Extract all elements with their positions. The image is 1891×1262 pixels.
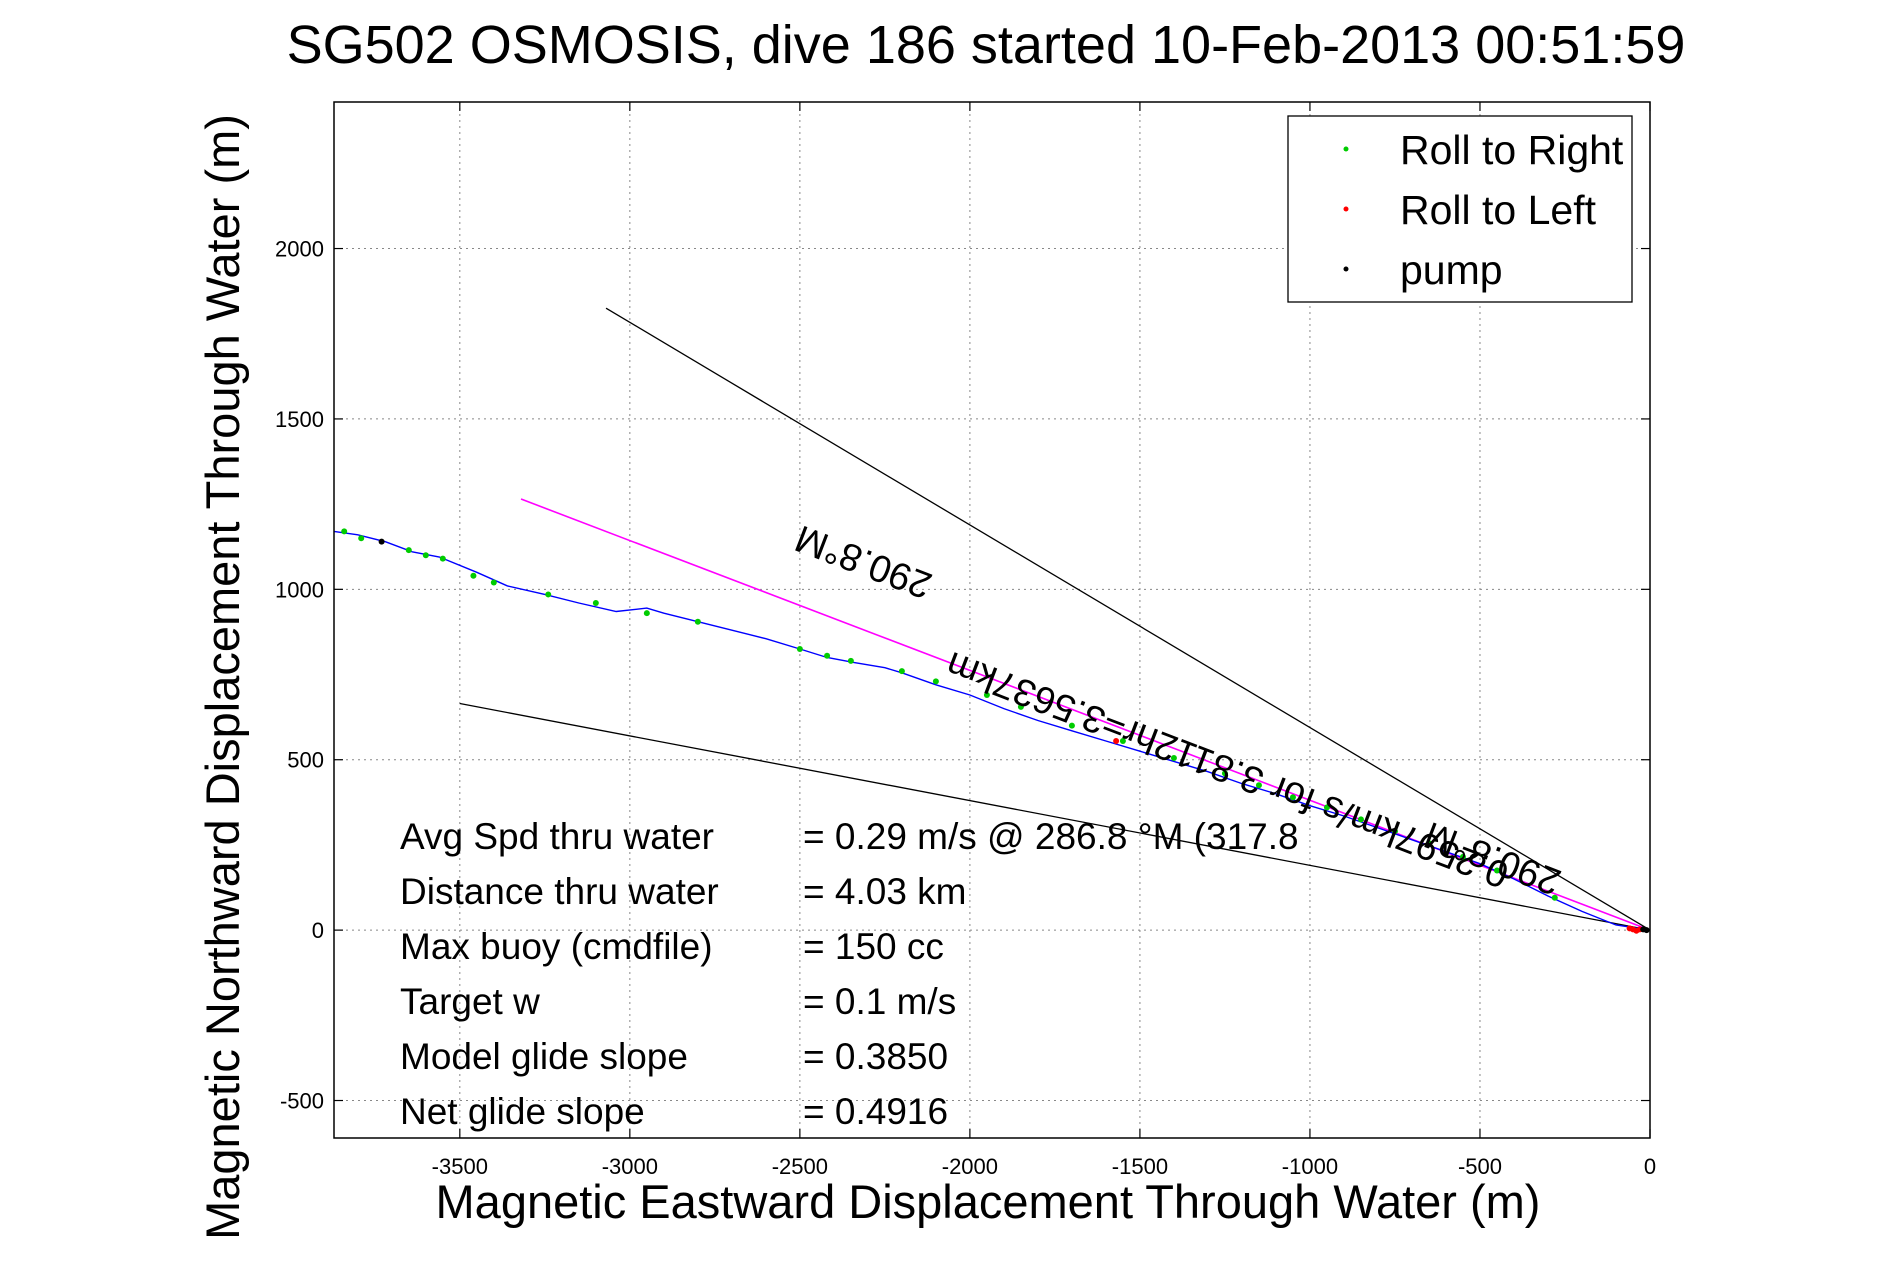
roll-right-point xyxy=(1551,894,1558,901)
track-layer xyxy=(333,530,1651,931)
legend-marker xyxy=(1343,146,1349,152)
x-tick-label: -1500 xyxy=(1112,1154,1168,1179)
y-tick-label: 2000 xyxy=(275,237,324,262)
roll-right-point xyxy=(1289,794,1296,801)
roll-right-point xyxy=(470,572,477,579)
x-tick-label: -500 xyxy=(1458,1154,1502,1179)
x-axis-label: Magnetic Eastward Displacement Through W… xyxy=(436,1175,1541,1228)
roll-right-point xyxy=(898,668,905,675)
annotation-label: Model glide slope xyxy=(400,1036,688,1077)
roll-right-point xyxy=(932,678,939,685)
annotation-label: Avg Spd thru water xyxy=(400,816,714,857)
y-axis-label: Magnetic Northward Displacement Through … xyxy=(196,114,249,1240)
roll-right-point xyxy=(1323,804,1330,811)
legend: Roll to Right Roll to Left pump xyxy=(1287,115,1633,303)
x-tick-label: -3000 xyxy=(602,1154,658,1179)
pump-point xyxy=(378,538,385,545)
roll-right-point xyxy=(405,547,412,554)
annotation-value: = 150 cc xyxy=(803,926,944,967)
y-tick-label: 1000 xyxy=(275,577,324,602)
roll-right-point xyxy=(439,555,446,562)
annotation-value: = 0.3850 xyxy=(803,1036,948,1077)
plot-frame xyxy=(333,101,1651,1139)
annotation-value: = 0.4916 xyxy=(803,1091,948,1132)
roll-right-point xyxy=(1425,840,1432,847)
y-tick-label: -500 xyxy=(280,1089,324,1114)
annotation-label: Target w xyxy=(400,981,540,1022)
roll-right-point xyxy=(1017,703,1024,710)
annotation-value: = 0.29 m/s @ 286.8 °M (317.8 xyxy=(803,816,1299,857)
x-tick-label: -2500 xyxy=(772,1154,828,1179)
track-line xyxy=(333,530,1651,931)
x-tick-label: -3500 xyxy=(432,1154,488,1179)
roll-right-point xyxy=(694,618,701,625)
guide-line xyxy=(605,307,1651,931)
legend-entry: Roll to Left xyxy=(1400,187,1597,233)
roll-right-point xyxy=(1459,853,1466,860)
annotation-value: = 0.1 m/s xyxy=(803,981,956,1022)
guide-line xyxy=(459,702,1651,931)
roll-right-point xyxy=(1493,867,1500,874)
x-tick-label: -2000 xyxy=(942,1154,998,1179)
y-tick-label: 1500 xyxy=(275,407,324,432)
roll-right-point xyxy=(1255,782,1262,789)
roll-right-point xyxy=(545,591,552,598)
roll-right-point xyxy=(847,657,854,664)
roll-right-point xyxy=(1391,828,1398,835)
annotation-label: Distance thru water xyxy=(400,871,719,912)
legend-marker xyxy=(1343,206,1349,212)
roll-right-point xyxy=(358,535,365,542)
y-tick-label: 500 xyxy=(287,748,324,773)
marker-layer xyxy=(341,528,1650,934)
roll-left-point xyxy=(1113,737,1120,744)
roll-right-point xyxy=(1221,770,1228,777)
annotation-block: Avg Spd thru water = 0.29 m/s @ 286.8 °M … xyxy=(400,816,1299,1132)
roll-right-point xyxy=(490,579,497,586)
annotation-value: = 4.03 km xyxy=(803,871,967,912)
annotation-label: Max buoy (cmdfile) xyxy=(400,926,713,967)
roll-right-point xyxy=(824,652,831,659)
roll-right-point xyxy=(592,599,599,606)
roll-right-point xyxy=(422,552,429,559)
x-tick-label: 0 xyxy=(1644,1154,1656,1179)
tick-labels: -3500 -3000 -2500 -2000 -1500 -1000 -500 0 -500 0… xyxy=(275,102,1656,1179)
roll-right-point xyxy=(796,645,803,652)
legend-marker xyxy=(1343,266,1349,272)
roll-right-point xyxy=(983,691,990,698)
annotation-label: Net glide slope xyxy=(400,1091,645,1132)
chart-title: SG502 OSMOSIS, dive 186 started 10-Feb-2… xyxy=(287,15,1686,75)
roll-right-point xyxy=(1068,722,1075,729)
roll-right-point xyxy=(643,610,650,617)
roll-right-point xyxy=(1357,816,1364,823)
x-tick-label: -1000 xyxy=(1282,1154,1338,1179)
roll-right-point xyxy=(341,528,348,535)
legend-entry: Roll to Right xyxy=(1400,127,1624,173)
roll-right-point xyxy=(1170,755,1177,762)
legend-entry: pump xyxy=(1400,247,1503,293)
y-tick-label: 0 xyxy=(312,918,324,943)
roll-right-point xyxy=(1119,737,1126,744)
